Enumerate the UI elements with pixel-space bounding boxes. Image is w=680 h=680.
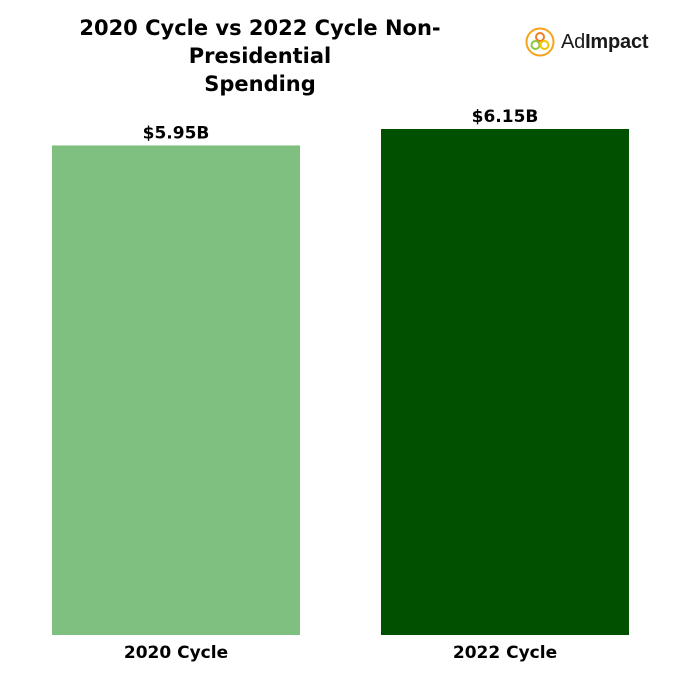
adimpact-circles-icon	[525, 27, 555, 57]
data-label-0: $5.95B	[143, 123, 210, 143]
logo-text-bold: Impact	[585, 30, 649, 53]
bar-0	[52, 145, 300, 635]
chart-title: 2020 Cycle vs 2022 Cycle Non-Presidentia…	[10, 14, 510, 98]
category-label-1: 2022 Cycle	[453, 643, 557, 663]
bar-1	[381, 129, 629, 635]
chart-title-line1: 2020 Cycle vs 2022 Cycle Non-Presidentia…	[79, 16, 441, 68]
chart-title-line2: Spending	[204, 72, 316, 96]
logo-wordmark: AdImpact	[561, 30, 649, 54]
category-label-0: 2020 Cycle	[124, 643, 228, 663]
data-label-1: $6.15B	[472, 107, 539, 127]
adimpact-logo: AdImpact	[525, 26, 649, 58]
logo-text-regular: Ad	[561, 30, 586, 53]
